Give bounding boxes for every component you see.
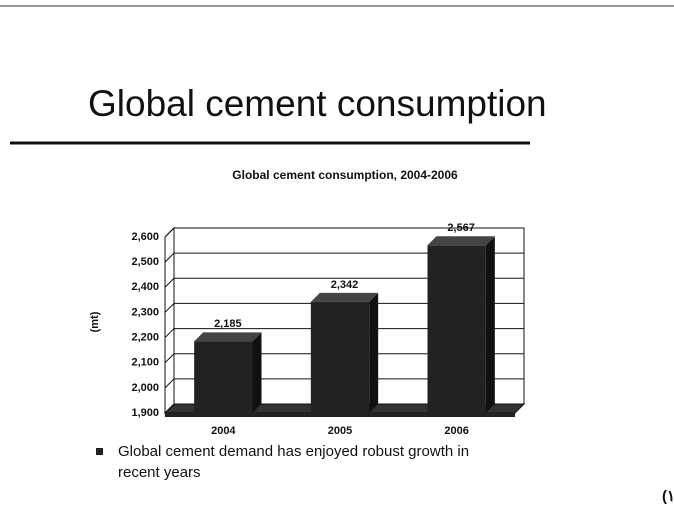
x-tick-label: 2004 bbox=[211, 425, 236, 437]
y-tick-label: 2,000 bbox=[131, 382, 159, 394]
y-tick-label: 2,100 bbox=[131, 357, 159, 369]
grid-line bbox=[164, 353, 524, 364]
side-wall bbox=[164, 226, 175, 415]
y-tick-label: 2,600 bbox=[131, 231, 159, 243]
y-tick-label: 2,200 bbox=[131, 331, 159, 343]
y-tick-label: 2,400 bbox=[131, 281, 159, 293]
grid-line bbox=[164, 378, 524, 389]
bar-top bbox=[310, 292, 379, 302]
y-tick-label: 2,300 bbox=[131, 306, 159, 318]
bar bbox=[194, 341, 253, 413]
grid-line bbox=[164, 302, 524, 313]
x-tick-label: 2006 bbox=[444, 425, 468, 437]
bar bbox=[310, 301, 370, 413]
figure-caption: (شکل ۱) bbox=[662, 488, 674, 505]
y-tick-label: 1,900 bbox=[131, 407, 159, 419]
bar-side bbox=[252, 332, 262, 413]
data-label: 2,185 bbox=[214, 318, 242, 330]
data-label: 2,342 bbox=[331, 279, 359, 291]
x-tick-label: 2005 bbox=[328, 425, 352, 437]
slide-title: Global cement consumption bbox=[88, 83, 547, 124]
grid-line bbox=[164, 328, 524, 338]
grid-line bbox=[164, 277, 524, 288]
bullet-marker bbox=[96, 448, 103, 455]
floor-edge bbox=[165, 413, 515, 417]
y-tick-label: 2,500 bbox=[131, 256, 159, 268]
bullet-text: Global cement demand has enjoyed robust … bbox=[118, 443, 469, 481]
grid-line bbox=[164, 227, 524, 238]
bar-top bbox=[194, 332, 262, 342]
bar bbox=[427, 245, 486, 413]
chart-title: Global cement consumption, 2004-2006 bbox=[232, 168, 458, 182]
bar-top bbox=[427, 236, 495, 246]
grid-line bbox=[164, 252, 524, 263]
data-label: 2,567 bbox=[447, 222, 475, 234]
y-axis-label: (mt) bbox=[89, 311, 101, 332]
bar-side bbox=[369, 292, 379, 413]
bar-side bbox=[485, 236, 495, 413]
